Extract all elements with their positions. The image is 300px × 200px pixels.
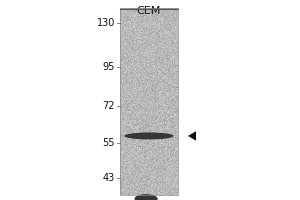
Ellipse shape	[134, 194, 158, 200]
Bar	[120, 8, 178, 195]
Text: 130: 130	[97, 18, 115, 28]
Text: CEM: CEM	[137, 6, 161, 16]
Text: 55: 55	[103, 138, 115, 148]
Polygon shape	[188, 131, 196, 141]
Text: 95: 95	[103, 62, 115, 72]
Text: 72: 72	[103, 101, 115, 111]
Ellipse shape	[124, 132, 174, 139]
Text: 43: 43	[103, 173, 115, 183]
